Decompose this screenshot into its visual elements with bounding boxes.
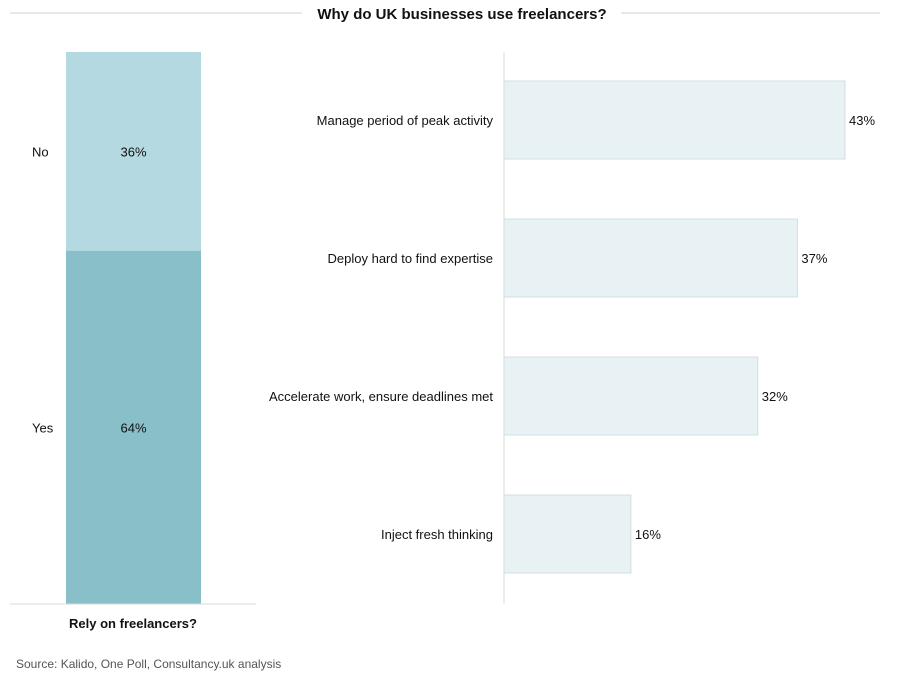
hbar — [503, 494, 632, 574]
hbar — [503, 218, 798, 298]
hbar-category-label: Deploy hard to find expertise — [328, 251, 493, 266]
hbar — [503, 356, 759, 436]
hbar-category-label: Accelerate work, ensure deadlines met — [269, 389, 493, 404]
stack-axis-title: Rely on freelancers? — [69, 616, 197, 631]
hbar-category-label: Manage period of peak activity — [317, 113, 494, 128]
hbar-value-label: 43% — [849, 113, 875, 128]
stack-value-label: 36% — [120, 144, 146, 159]
source-note: Source: Kalido, One Poll, Consultancy.uk… — [16, 657, 281, 671]
stack-value-label: 64% — [120, 420, 146, 435]
stack-category-label: No — [32, 144, 49, 159]
hbar — [503, 80, 846, 160]
stacked-bar-chart: 36% No 64% Yes — [32, 52, 201, 604]
hbar-category-label: Inject fresh thinking — [381, 527, 493, 542]
stack-segment-no — [66, 52, 201, 251]
hbar-value-label: 32% — [762, 389, 788, 404]
hbar-value-label: 16% — [635, 527, 661, 542]
chart-title: Why do UK businesses use freelancers? — [317, 6, 606, 23]
stack-segment-yes — [66, 250, 201, 604]
hbar-value-label: 37% — [801, 251, 827, 266]
stack-category-label: Yes — [32, 420, 54, 435]
horizontal-bar-chart: Manage period of peak activity 43% Deploy … — [269, 80, 875, 574]
